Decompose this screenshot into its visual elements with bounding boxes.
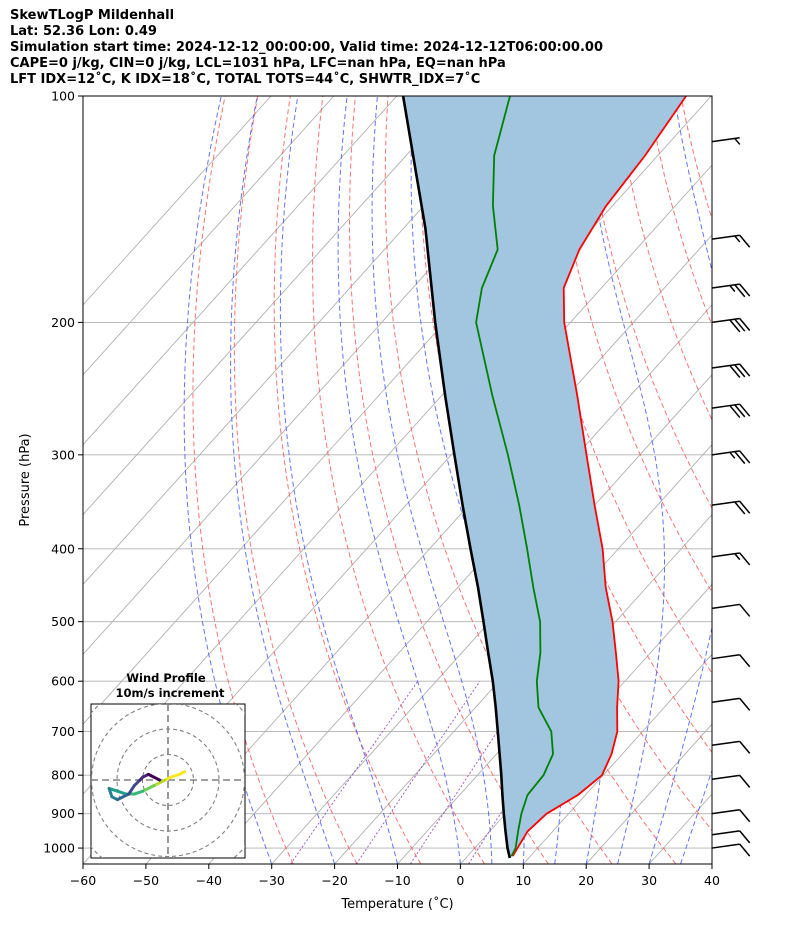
isotherm-line [585,723,712,864]
y-tick-label: 600 [51,674,75,689]
y-tick-label: 200 [51,315,75,330]
hodograph-subtitle: 10m/s increment [116,686,225,700]
dewpoint-profile-line [475,96,554,857]
wind-barb [711,363,751,379]
x-tick-label: 10 [515,873,531,888]
x-tick-label: 20 [578,873,594,888]
isotherm-line [83,96,335,376]
y-tick-label: 1000 [43,841,75,856]
wind-barb [711,830,751,844]
convective-params: CAPE=0 j/kg, CIN=0 j/kg, LCL=1031 hPa, L… [10,56,506,71]
moist-adiabat-line [371,96,493,864]
wind-barb [711,552,751,566]
stability-indices: LFT IDX=12˚C, K IDX=18˚C, TOTAL TOTS=44˚… [10,72,481,87]
dry-adiabat-line [746,96,794,864]
x-tick-label: −20 [321,873,347,888]
wind-barb [711,283,751,298]
moist-adiabat-line [279,96,398,864]
dry-adiabat-line [348,96,549,864]
dry-adiabat-line [384,96,613,864]
dry-adiabat-line [615,96,712,421]
hodograph-segment [127,784,136,796]
y-tick-label: 100 [51,89,75,104]
y-axis-label: Pressure (hPa) [18,433,33,526]
temperature-profile-line [512,96,687,857]
wind-barb [711,774,751,788]
wind-barb [711,654,751,668]
x-tick-label: 30 [641,873,657,888]
dry-adiabat-line [714,96,794,864]
station-title: SkewTLogP Mildenhall [10,8,175,23]
wind-barb [711,234,751,248]
isotherm-line [83,96,461,516]
isotherm-line [83,96,523,586]
wind-barb [711,500,751,515]
moist-adiabat-line [230,96,336,864]
wind-barb [711,697,751,711]
isotherm-line [83,96,398,446]
hodograph-segment [152,775,162,782]
dry-adiabat-line [582,96,712,510]
x-tick-label: −60 [70,873,96,888]
moist-adiabat-line [337,96,461,864]
y-tick-label: 300 [51,447,75,462]
moist-adiabat-line [711,862,712,864]
isotherm-line [271,374,712,864]
parcel-profile-line [401,96,512,859]
simulation-time: Simulation start time: 2024-12-12_00:00:… [10,40,603,55]
moist-adiabat-line [680,768,712,864]
y-tick-label: 500 [51,614,75,629]
wind-barb [711,603,751,617]
dry-adiabat-line [233,96,358,864]
wind-barb [711,740,751,754]
x-tick-label: 40 [704,873,720,888]
wind-barb [711,809,751,823]
x-tick-label: −10 [384,873,410,888]
cin-shaded-area [403,96,687,858]
isotherm-line [334,443,712,864]
hodograph-title: Wind Profile [126,671,206,685]
mixing-ratio-line [355,680,481,864]
wind-barb [711,137,741,145]
mixing-ratio-line [290,680,419,864]
moist-adiabat-line [183,96,273,864]
dry-adiabat-line [273,96,422,864]
wind-barb [711,843,751,857]
y-tick-label: 800 [51,768,75,783]
wind-barbs [711,137,751,857]
y-tick-label: 400 [51,541,75,556]
x-tick-label: −50 [133,873,159,888]
axes: −60 −50 −40 −30 −20 −10 0 10 20 30 40 100 200 300 400 5… [18,89,720,913]
x-tick-label: −30 [259,873,285,888]
x-tick-label: 0 [456,873,464,888]
isotherm-line [83,96,272,306]
isotherm-line [522,653,712,864]
wind-barb [711,450,751,465]
plot-area [83,96,794,864]
wind-barb [711,403,751,419]
moist-adiabat-line [648,96,712,864]
x-axis-label: Temperature (˚C) [340,896,453,912]
chart-header: SkewTLogP Mildenhall Lat: 52.36 Lon: 0.4… [10,8,603,88]
lat-lon: Lat: 52.36 Lon: 0.49 [10,24,157,39]
dry-adiabat-line [312,96,485,864]
y-tick-label: 700 [51,724,75,739]
isotherm-line [711,863,712,864]
moist-adiabat-line [581,96,665,864]
x-tick-label: −40 [196,873,222,888]
dry-adiabat-line [192,96,294,864]
wind-barb [711,317,751,333]
y-tick-label: 900 [51,806,75,821]
